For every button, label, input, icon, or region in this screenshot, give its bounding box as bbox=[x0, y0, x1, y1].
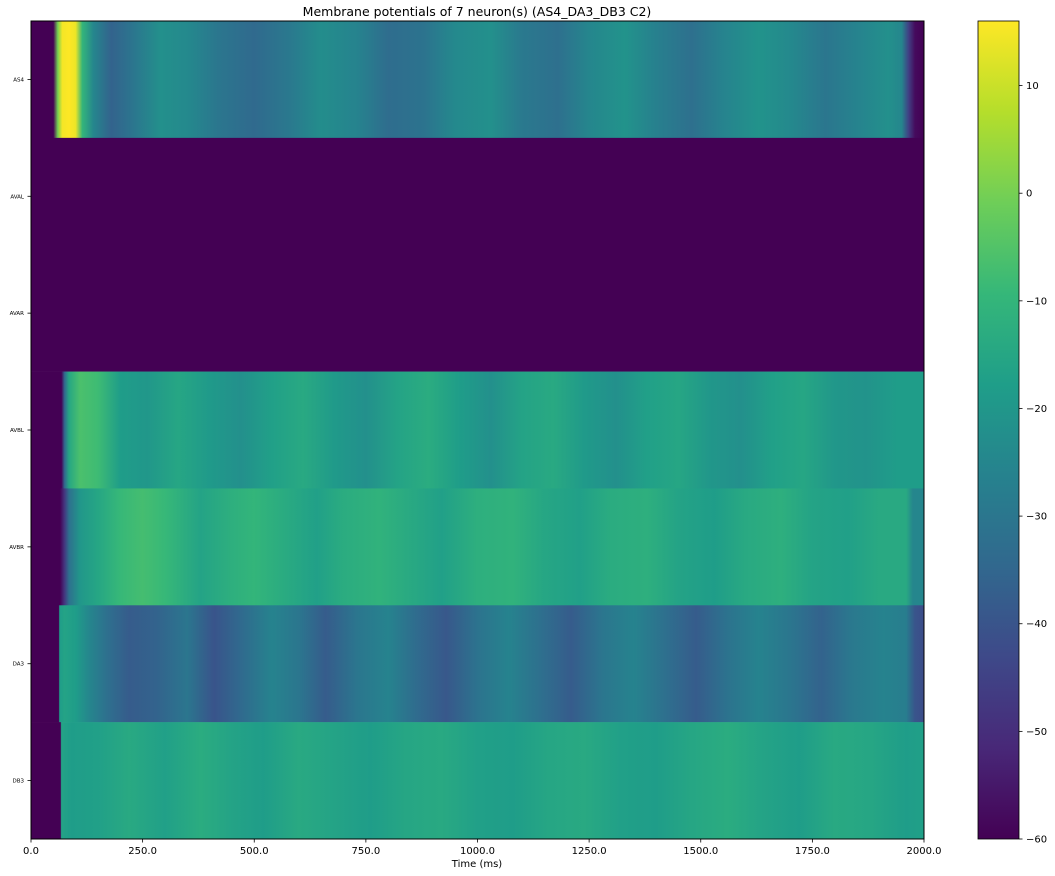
x-tick-label: 1000.0 bbox=[460, 846, 495, 857]
colorbar-tick-label: −60 bbox=[1026, 835, 1047, 846]
y-tick-label: AVAR bbox=[10, 311, 25, 317]
x-tick-label: 1750.0 bbox=[795, 846, 830, 857]
colorbar-tick-label: −50 bbox=[1026, 727, 1047, 738]
x-tick-label: 0.0 bbox=[23, 846, 39, 857]
x-tick-label: 750.0 bbox=[352, 846, 381, 857]
heatmap-row-as4 bbox=[31, 21, 924, 139]
x-tick-label: 2000.0 bbox=[907, 846, 942, 857]
heatmap-row-da3 bbox=[31, 605, 924, 723]
x-tick-label: 1500.0 bbox=[683, 846, 718, 857]
heatmap-rows bbox=[31, 21, 924, 840]
y-tick-label: AVBL bbox=[10, 428, 25, 434]
y-tick-label: DB3 bbox=[12, 779, 24, 785]
y-tick-label: DA3 bbox=[13, 662, 25, 668]
colorbar-tick-label: −30 bbox=[1026, 512, 1047, 523]
y-tick-label: AVAL bbox=[10, 194, 25, 200]
colorbar-tick-label: 10 bbox=[1026, 81, 1039, 92]
x-axis: 0.0 250.0 500.0 750.0 1000.0 1250.0 1500.0 1750… bbox=[23, 839, 942, 857]
heatmap-row-db3 bbox=[31, 722, 924, 840]
heatmap-row-avbl bbox=[31, 371, 924, 489]
colorbar-tick-label: −20 bbox=[1026, 404, 1047, 415]
colorbar-tick-label: −40 bbox=[1026, 619, 1047, 630]
y-axis: AS4 AVAL AVAR AVBL AVBR DA3 DB3 bbox=[9, 77, 31, 785]
chart-title: Membrane potentials of 7 neuron(s) (AS4_… bbox=[303, 4, 652, 19]
heatmap-row-avbr bbox=[31, 488, 924, 606]
y-tick-label: AVBR bbox=[9, 545, 24, 551]
x-tick-label: 1250.0 bbox=[572, 846, 607, 857]
x-tick-label: 500.0 bbox=[240, 846, 269, 857]
colorbar-tick-label: 0 bbox=[1026, 189, 1032, 200]
x-tick-label: 250.0 bbox=[128, 846, 157, 857]
colorbar-scale bbox=[977, 20, 1020, 840]
heatmap-row-avar bbox=[31, 254, 924, 372]
heatmap-row-aval bbox=[31, 137, 924, 256]
colorbar: 10 0 −10 −20 −30 −40 −50 −60 bbox=[977, 20, 1047, 846]
colorbar-tick-label: −10 bbox=[1026, 296, 1047, 307]
x-axis-label: Time (ms) bbox=[451, 859, 503, 870]
y-tick-label: AS4 bbox=[13, 77, 24, 83]
